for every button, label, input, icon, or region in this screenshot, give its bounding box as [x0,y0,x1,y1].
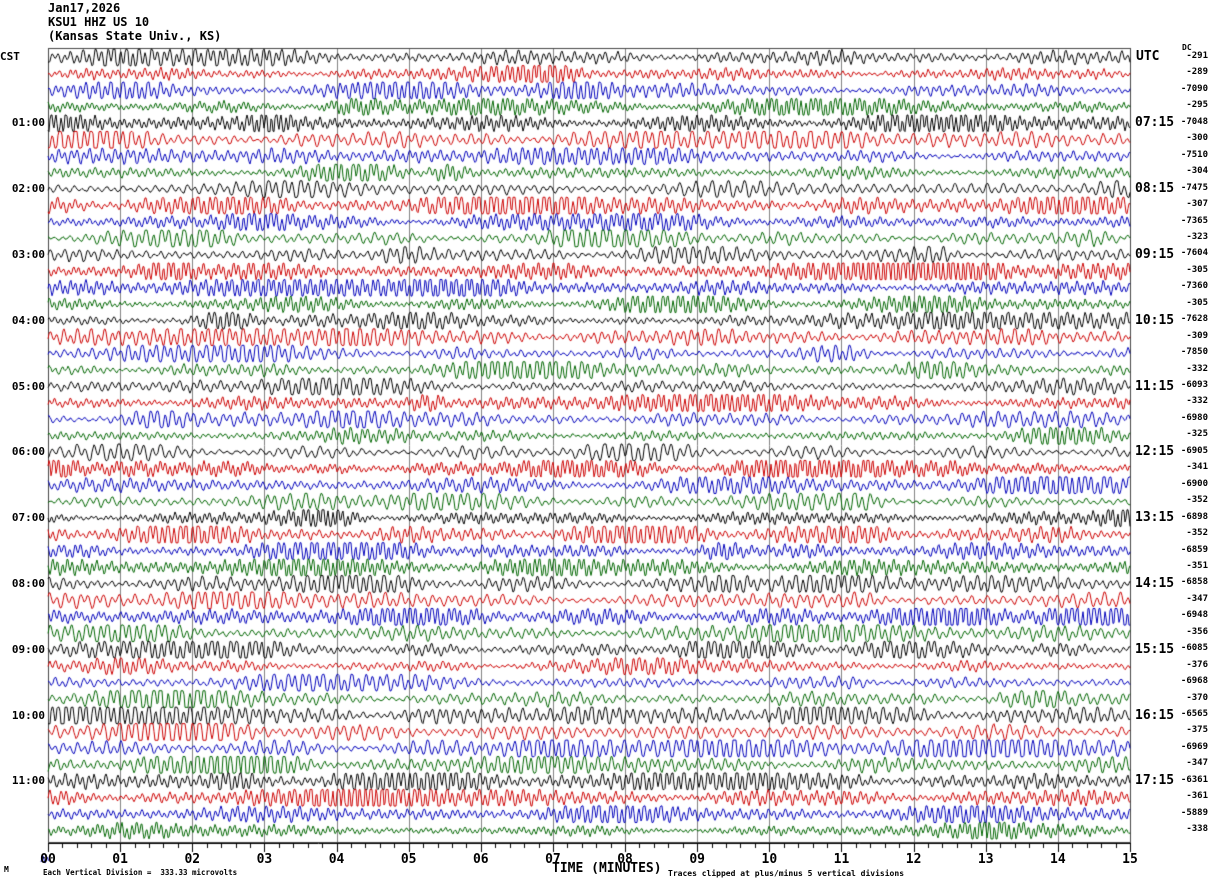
dc-offset-value: -6093 [1180,380,1208,390]
dc-offset-value: -6898 [1180,511,1208,522]
dc-offset-value: -361 [1186,791,1208,802]
dc-offset-value: -338 [1186,824,1208,835]
x-tick-label: 01 [112,852,128,867]
corner-mark: M [4,865,9,874]
dc-offset-value: -7365 [1180,215,1208,226]
hour-label: 03:00 [11,247,45,261]
x-tick-label: 00 [40,852,56,867]
dc-offset-value: -341 [1186,462,1208,473]
dc-offset-value: -323 [1186,231,1208,242]
dc-offset-value: -352 [1186,495,1208,506]
dc-offset-value: -347 [1186,593,1208,604]
x-tick-label: 02 [184,852,201,867]
dc-offset-value: -6900 [1180,478,1208,489]
clipping-note: Traces clipped at plus/minus 5 vertical … [668,869,905,878]
dc-offset-value: -7850 [1180,347,1208,358]
dc-offset-value: -332 [1186,396,1208,407]
x-tick-label: 13 [977,852,994,867]
right-timezone-header: UTC [1136,49,1160,64]
dc-offset-value: -6565 [1180,709,1208,719]
hour-label: 11:00 [11,774,45,788]
header-station: KSU1 HHZ US 10 [48,15,150,29]
hour-label: 08:00 [11,576,45,590]
header-date: Jan17,2026 [48,1,121,15]
hour-label: 05:00 [11,379,45,393]
dc-offset-value: -352 [1186,528,1208,539]
dc-offset-value: -305 [1186,297,1208,308]
x-tick-label: 08 [617,852,633,867]
dc-offset-value: -7360 [1180,281,1208,292]
x-tick-label: 05 [400,852,417,867]
dc-offset-value: -307 [1186,199,1208,210]
utc-label: 13:15 [1135,510,1175,526]
dc-offset-value: -289 [1186,67,1208,78]
x-tick-label: 06 [472,852,489,867]
dc-offset-value: -305 [1186,264,1208,275]
utc-label: 14:15 [1135,575,1175,591]
x-tick-label: 09 [689,852,706,867]
x-tick-label: 04 [328,852,345,867]
dc-offset-value: -304 [1186,166,1208,177]
dc-offset-value: -332 [1186,363,1208,374]
dc-offset-value: -6858 [1180,577,1208,588]
dc-offset-value: -6948 [1180,610,1208,621]
dc-offset-value: -6969 [1180,741,1208,752]
dc-offset-value: -370 [1186,692,1208,703]
x-tick-label: 07 [545,852,561,867]
utc-label: 10:15 [1135,312,1175,328]
dc-offset-value: -7628 [1180,314,1208,325]
dc-offset-value: -375 [1186,725,1208,736]
header-site: (Kansas State Univ., KS) [48,29,222,43]
dc-offset-value: -5889 [1180,807,1208,818]
hour-label: 06:00 [11,445,45,459]
utc-label: 12:15 [1135,444,1175,460]
x-tick-label: 03 [256,852,273,867]
dc-offset-value: -6980 [1180,412,1208,423]
hour-label: 02:00 [11,182,45,196]
dc-offset-value: -6905 [1180,445,1208,456]
utc-label: 16:15 [1135,707,1175,723]
hour-label: 10:00 [11,708,45,722]
x-tick-label: 15 [1122,852,1138,867]
dc-offset-value: -7048 [1180,116,1208,127]
x-tick-label: 12 [905,852,922,867]
dc-offset-value: -325 [1186,429,1208,440]
dc-column-header: DC [1182,43,1192,52]
dc-offset-value: -7510 [1180,149,1208,160]
dc-offset-value: -300 [1186,133,1208,144]
dc-offset-value: -295 [1186,100,1208,111]
hour-label: 09:00 [11,642,45,656]
dc-offset-value: -6859 [1180,544,1208,555]
dc-offset-value: -309 [1186,330,1208,341]
utc-label: 09:15 [1135,246,1175,262]
x-axis-title: TIME (MINUTES) [552,861,662,876]
dc-offset-value: -356 [1186,626,1208,637]
dc-offset-value: -351 [1186,560,1208,571]
dc-offset-value: -7090 [1180,83,1208,94]
dc-offset-value: -6085 [1180,643,1208,654]
x-tick-label: 11 [833,852,850,867]
dc-offset-value: -291 [1186,51,1208,61]
dc-offset-value: -6968 [1180,676,1208,687]
hour-label: 04:00 [11,313,45,327]
left-timezone-header: CST [0,50,20,63]
utc-label: 17:15 [1135,773,1175,789]
dc-offset-value: -6361 [1180,774,1208,785]
dc-offset-value: -7604 [1180,248,1208,259]
x-tick-label: 10 [761,852,778,867]
dc-offset-value: -376 [1186,659,1208,670]
dc-offset-value: -347 [1186,758,1208,769]
utc-label: 08:15 [1135,181,1175,197]
utc-label: 15:15 [1135,641,1175,657]
hour-label: 07:00 [11,511,45,525]
vertical-scale-note: Each Vertical Division = 333.33 microvol… [43,868,238,877]
utc-label: 11:15 [1135,378,1175,394]
utc-label: 07:15 [1135,115,1175,131]
hour-label: 01:00 [11,116,45,130]
x-tick-label: 14 [1050,852,1066,867]
dc-offset-value: -7475 [1180,182,1208,193]
